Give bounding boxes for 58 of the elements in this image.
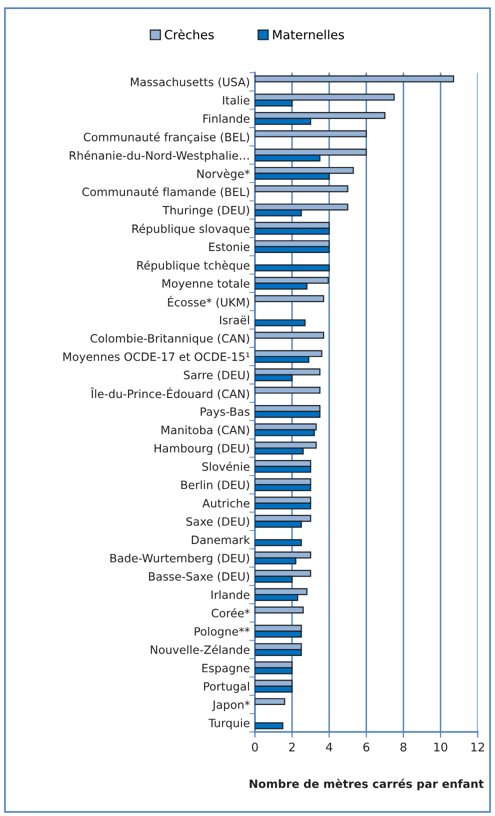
y-tick-label: Manitoba (CAN) (162, 425, 250, 436)
bar (254, 264, 330, 272)
bar (254, 75, 454, 82)
bar (254, 185, 348, 192)
y-tick-label: Moyennes OCDE-17 et OCDE-15¹ (63, 352, 250, 364)
bar (254, 295, 324, 302)
bar (254, 606, 304, 614)
y-tick-label: Hambourg (DEU) (154, 444, 250, 455)
y-tick-label: Pologne** (194, 626, 250, 638)
y-tick-label: Massachusetts (USA) (130, 77, 250, 88)
bar (254, 319, 306, 326)
y-tick-label: Moyenne totale (162, 278, 250, 290)
y-tick-label: Communauté flamande (BEL) (82, 186, 250, 198)
x-tick-label: 4 (326, 742, 332, 752)
y-tick-label: Israël (220, 316, 249, 324)
y-tick-label: République tchèque (137, 260, 250, 272)
y-tick-label: Communauté française (BEL) (84, 132, 250, 144)
y-tick-label: Japon* (212, 700, 250, 712)
x-axis-title: Nombre de mètres carrés par enfant (250, 778, 484, 790)
y-tick-label: Thuringe (DEU) (162, 206, 250, 217)
x-tick-label: 6 (363, 742, 370, 752)
y-tick-label: Danemark (192, 535, 250, 544)
legend-label: Crèches (164, 29, 214, 40)
y-tick-label: Autriche (202, 498, 250, 508)
bar (254, 539, 302, 546)
y-tick-label: Île-du-Prince-Édouard (CAN) (90, 387, 250, 400)
bar (254, 722, 284, 730)
y-tick-label: Irlande (212, 590, 250, 600)
x-tick-label: 2 (289, 742, 295, 752)
y-tick-label: Pays-Bas (200, 407, 250, 418)
y-tick-label: Italie (223, 96, 250, 105)
bar (254, 698, 286, 706)
bar (254, 130, 367, 138)
y-tick-label: Finlande (203, 114, 250, 123)
bar (254, 386, 320, 394)
y-tick-label: Nouvelle-Zélande (150, 644, 250, 654)
y-tick-label: Slovénie (202, 462, 250, 471)
y-tick-label: Écosse* (UKM) (168, 296, 250, 308)
y-tick-label: Sarre (DEU) (184, 370, 250, 381)
y-tick-label: Estonie (209, 242, 250, 252)
y-tick-label: Berlin (DEU) (181, 480, 250, 491)
y-tick-label: Corée* (212, 608, 250, 618)
x-tick-label: 0 (252, 742, 258, 752)
x-tick-label: 10 (434, 742, 448, 752)
y-tick-label: Rhénanie-du-Nord-Westphalie… (70, 150, 249, 162)
y-tick-label: Portugal (204, 682, 249, 693)
x-tick-label: 8 (400, 742, 406, 752)
bar (254, 332, 324, 339)
y-tick-label: Turquie (208, 718, 250, 730)
x-tick-label: 12 (471, 742, 484, 752)
y-tick-label: Espagne (202, 664, 250, 675)
legend-label: Maternelles (273, 30, 344, 40)
y-tick-label: Bade-Wurtemberg (DEU) (110, 554, 250, 565)
y-tick-label: Saxe (DEU) (186, 517, 250, 528)
y-tick-label: Norvège* (197, 168, 250, 180)
y-tick-label: Colombie-Britannique (CAN) (90, 334, 250, 345)
y-tick-label: République slovaque (132, 224, 250, 236)
y-tick-label: Basse-Saxe (DEU) (148, 572, 250, 582)
